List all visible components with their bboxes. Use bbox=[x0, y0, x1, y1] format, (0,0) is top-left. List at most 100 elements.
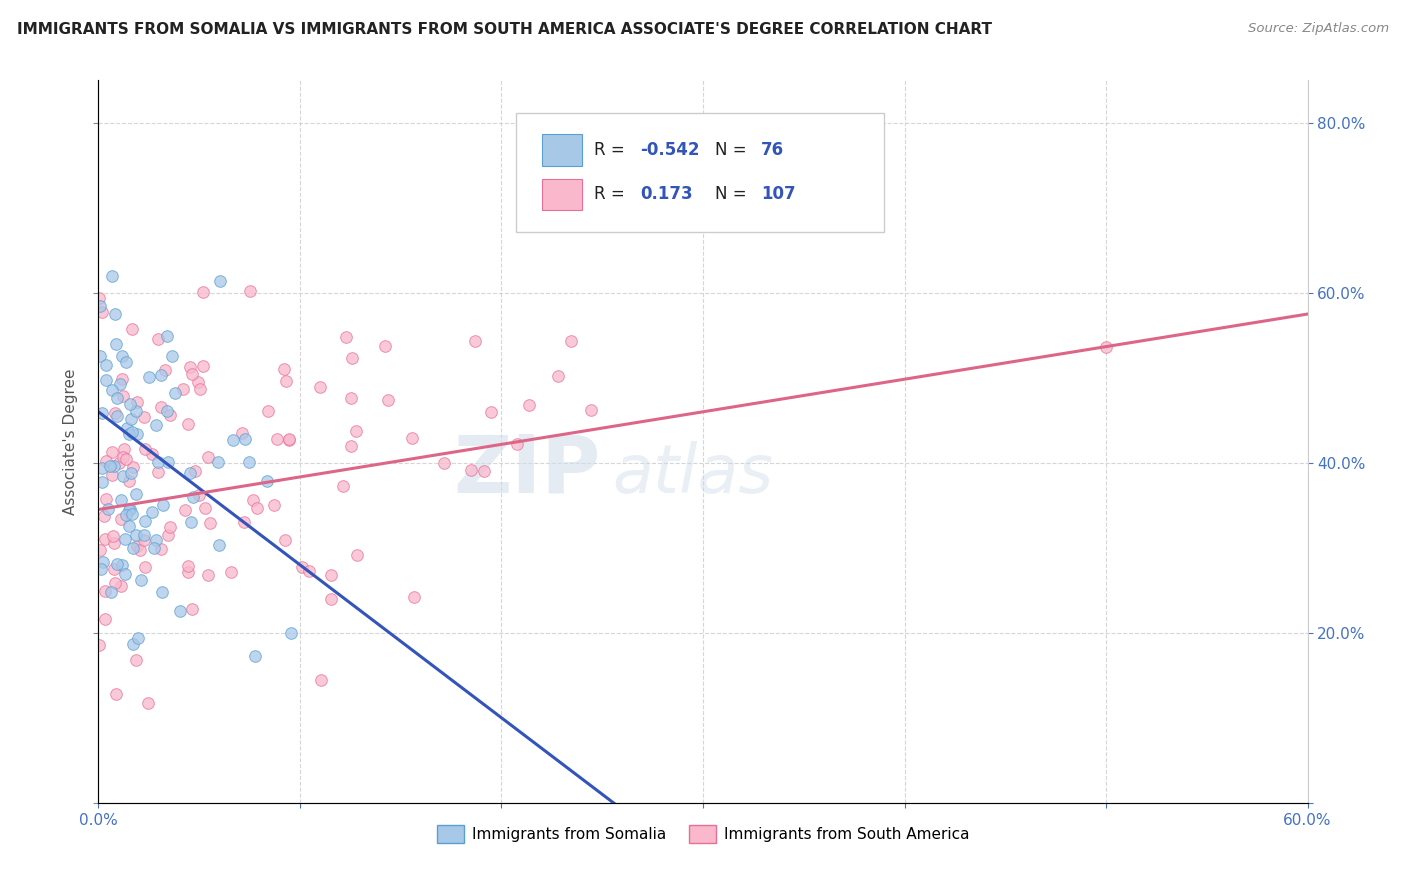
Point bbox=[105, 688, 128, 702]
Point bbox=[274, 374, 297, 388]
Point bbox=[108, 456, 131, 470]
Point bbox=[256, 474, 278, 488]
Point bbox=[122, 637, 145, 651]
Point bbox=[148, 455, 170, 469]
Bar bbox=[543, 135, 582, 166]
Point bbox=[129, 543, 152, 558]
Text: 76: 76 bbox=[761, 141, 785, 159]
Point bbox=[346, 549, 368, 563]
Point bbox=[138, 696, 160, 710]
Point bbox=[141, 447, 163, 461]
Point bbox=[125, 487, 148, 501]
Point bbox=[94, 373, 117, 387]
Point bbox=[127, 427, 149, 442]
Point bbox=[101, 383, 124, 397]
Point bbox=[103, 562, 125, 576]
Point bbox=[125, 528, 148, 542]
Point bbox=[172, 382, 194, 396]
Point bbox=[110, 376, 132, 391]
Point bbox=[149, 368, 172, 383]
Point bbox=[105, 558, 128, 572]
Point bbox=[263, 499, 285, 513]
Point bbox=[111, 469, 134, 483]
Bar bbox=[543, 179, 582, 211]
Point bbox=[340, 351, 363, 365]
Point bbox=[187, 488, 209, 502]
Point bbox=[118, 503, 141, 517]
Point bbox=[273, 362, 295, 376]
Point bbox=[298, 564, 321, 578]
Point bbox=[146, 465, 169, 479]
Point bbox=[101, 445, 124, 459]
Point bbox=[90, 561, 112, 575]
Point bbox=[94, 359, 117, 373]
Point bbox=[560, 334, 582, 348]
Point bbox=[110, 579, 132, 593]
Point bbox=[110, 512, 132, 526]
Point bbox=[127, 631, 149, 645]
Point bbox=[91, 475, 114, 489]
Point bbox=[401, 431, 423, 445]
Point bbox=[319, 591, 342, 606]
Point bbox=[101, 467, 124, 482]
Point bbox=[159, 519, 181, 533]
Point bbox=[104, 406, 127, 420]
Point bbox=[91, 305, 114, 319]
Point bbox=[111, 349, 134, 363]
Point bbox=[134, 514, 156, 528]
Point bbox=[208, 538, 231, 552]
Point bbox=[153, 363, 176, 377]
Point bbox=[219, 565, 242, 579]
Point bbox=[169, 604, 191, 618]
Point bbox=[112, 442, 135, 456]
Point bbox=[159, 408, 181, 422]
Point bbox=[125, 395, 148, 409]
Point bbox=[402, 590, 425, 604]
Point bbox=[160, 349, 183, 363]
Point bbox=[89, 350, 111, 364]
Point bbox=[339, 391, 361, 405]
Text: N =: N = bbox=[716, 141, 752, 159]
Point bbox=[94, 612, 117, 626]
Point bbox=[174, 503, 197, 517]
Text: N =: N = bbox=[716, 186, 752, 203]
Point bbox=[94, 454, 117, 468]
Point bbox=[479, 404, 502, 418]
Point bbox=[125, 653, 148, 667]
Point bbox=[134, 442, 156, 456]
Point bbox=[98, 459, 121, 474]
Point bbox=[238, 284, 260, 298]
Point bbox=[156, 328, 179, 343]
Point bbox=[374, 339, 396, 353]
Point bbox=[152, 498, 174, 512]
Point bbox=[122, 541, 145, 556]
Point bbox=[197, 567, 219, 582]
Point bbox=[335, 330, 357, 344]
Point bbox=[157, 454, 180, 468]
Legend: Immigrants from Somalia, Immigrants from South America: Immigrants from Somalia, Immigrants from… bbox=[430, 819, 976, 849]
FancyBboxPatch shape bbox=[516, 112, 884, 232]
Point bbox=[118, 426, 141, 441]
Point bbox=[309, 673, 332, 688]
Point bbox=[118, 519, 141, 533]
Point bbox=[89, 299, 111, 313]
Point bbox=[197, 450, 219, 465]
Point bbox=[157, 528, 180, 542]
Text: ZIP: ZIP bbox=[453, 432, 600, 509]
Point bbox=[207, 455, 229, 469]
Point bbox=[155, 404, 177, 418]
Point bbox=[277, 433, 299, 447]
Text: 0.173: 0.173 bbox=[640, 186, 693, 203]
Point bbox=[547, 369, 569, 384]
Point bbox=[266, 432, 288, 446]
Point bbox=[90, 406, 112, 420]
Point bbox=[120, 411, 142, 425]
Point bbox=[132, 527, 155, 541]
Point bbox=[188, 382, 211, 396]
Point bbox=[121, 322, 143, 336]
Point bbox=[89, 291, 111, 305]
Point bbox=[181, 602, 204, 616]
Point bbox=[103, 536, 125, 550]
Text: Source: ZipAtlas.com: Source: ZipAtlas.com bbox=[1249, 22, 1389, 36]
Point bbox=[256, 404, 278, 418]
